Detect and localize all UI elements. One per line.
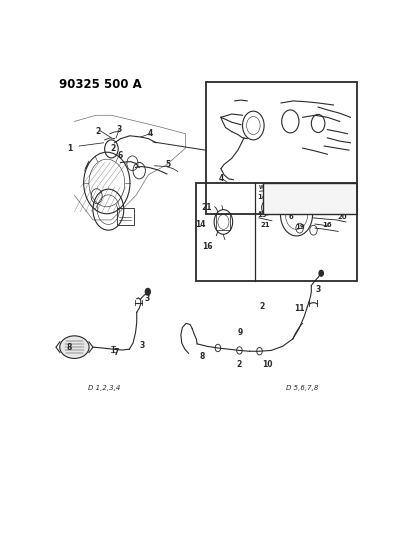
Bar bbox=[117, 208, 134, 225]
Text: 2: 2 bbox=[300, 202, 304, 208]
Bar bbox=[205, 83, 357, 214]
Text: 16: 16 bbox=[322, 222, 332, 228]
Circle shape bbox=[319, 270, 323, 276]
Text: 12: 12 bbox=[327, 197, 337, 206]
Text: 3: 3 bbox=[144, 294, 150, 303]
Bar bbox=[217, 214, 230, 230]
Text: 2: 2 bbox=[95, 127, 100, 136]
Text: 4: 4 bbox=[147, 129, 152, 138]
Text: D 1,2,3,4: D 1,2,3,4 bbox=[88, 385, 120, 391]
Text: 18: 18 bbox=[335, 197, 345, 203]
Text: 2: 2 bbox=[110, 144, 115, 154]
Text: 17: 17 bbox=[335, 189, 345, 195]
Text: 16: 16 bbox=[202, 242, 212, 251]
Text: 1: 1 bbox=[67, 143, 72, 152]
Text: 19: 19 bbox=[295, 224, 304, 230]
Text: D 5,6,7,8: D 5,6,7,8 bbox=[286, 385, 318, 391]
Text: 6: 6 bbox=[289, 214, 293, 220]
Text: 14: 14 bbox=[196, 220, 206, 229]
Text: 15: 15 bbox=[257, 212, 267, 218]
Text: 8: 8 bbox=[66, 343, 72, 352]
Bar bbox=[196, 183, 357, 281]
Text: 21: 21 bbox=[260, 222, 270, 228]
Text: 21: 21 bbox=[202, 203, 212, 212]
Text: 3: 3 bbox=[140, 342, 145, 350]
Text: 9: 9 bbox=[238, 328, 243, 337]
Text: 8: 8 bbox=[200, 352, 205, 361]
Text: 11: 11 bbox=[294, 304, 304, 313]
Text: 7: 7 bbox=[113, 348, 119, 357]
Circle shape bbox=[237, 347, 242, 354]
Text: 2: 2 bbox=[306, 184, 311, 190]
Text: W/MAN. TRANS.: W/MAN. TRANS. bbox=[259, 184, 308, 190]
Text: 2: 2 bbox=[236, 360, 242, 369]
Text: 6: 6 bbox=[117, 150, 123, 159]
Text: 14: 14 bbox=[257, 193, 267, 199]
Text: 3: 3 bbox=[117, 125, 122, 134]
Circle shape bbox=[257, 348, 262, 355]
Circle shape bbox=[145, 288, 150, 295]
Text: 5: 5 bbox=[166, 160, 171, 169]
Circle shape bbox=[215, 344, 220, 352]
Text: 20: 20 bbox=[338, 214, 347, 220]
Text: 6: 6 bbox=[291, 193, 296, 199]
Text: 3: 3 bbox=[316, 285, 321, 294]
Text: 13: 13 bbox=[266, 197, 277, 206]
Ellipse shape bbox=[60, 336, 89, 358]
Text: 90325 500 A: 90325 500 A bbox=[59, 78, 142, 91]
Text: 10: 10 bbox=[262, 360, 273, 369]
Text: 4: 4 bbox=[219, 174, 224, 183]
Text: 2: 2 bbox=[259, 302, 265, 311]
Bar bbox=[263, 183, 357, 214]
